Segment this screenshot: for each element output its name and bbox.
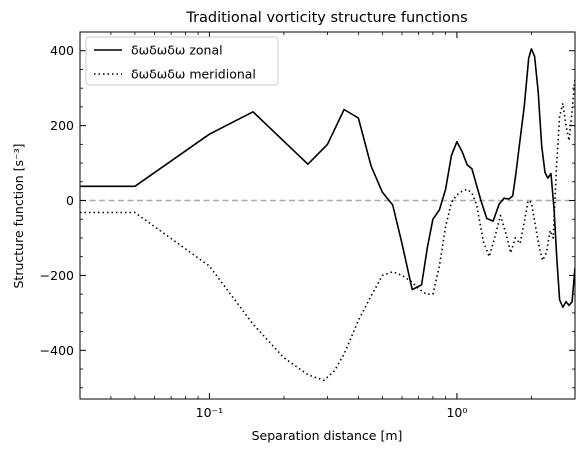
legend-label-zonal: δωδωδω zonal [131,43,223,58]
y-tick-label: 0 [66,193,74,208]
y-tick-label: −400 [40,343,74,358]
y-axis-label: Structure function [s⁻³] [11,143,26,288]
y-tick-label: 400 [50,43,74,58]
x-tick-label: 10⁰ [446,405,467,420]
plot-area [80,48,575,382]
x-axis-label: Separation distance [m] [252,428,403,443]
axes: −400 −200 0 200 400 10⁻¹ 10⁰ [40,31,576,420]
legend: δωδωδω zonal δωδωδω meridional [85,36,279,86]
series-line-meridional [80,76,575,382]
y-tick-label: 200 [50,118,74,133]
series-line-zonal [80,48,575,309]
legend-label-meridional: δωδωδω meridional [131,67,256,82]
legend-box [85,36,279,86]
y-tick-label: −200 [40,268,74,283]
x-tick-label: 10⁻¹ [196,405,224,420]
chart-title: Traditional vorticity structure function… [185,10,467,26]
